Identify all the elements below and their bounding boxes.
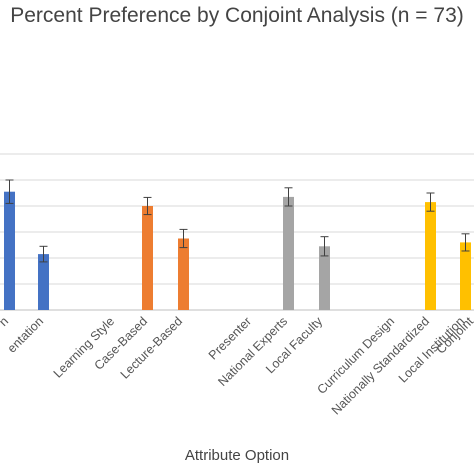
bar xyxy=(142,206,153,310)
error-bar xyxy=(284,187,293,207)
chart-title: Percent Preference by Conjoint Analysis … xyxy=(10,4,464,27)
error-bar xyxy=(39,245,48,263)
gridlines xyxy=(0,153,474,311)
error-bar xyxy=(426,192,435,212)
error-bar xyxy=(5,179,14,204)
error-bar xyxy=(143,196,152,216)
x-axis-title: Attribute Option xyxy=(184,447,290,464)
x-tick-label: n xyxy=(0,314,11,329)
bar xyxy=(4,191,15,310)
x-tick-label: entation xyxy=(5,314,46,355)
error-bar xyxy=(461,233,470,252)
error-bar xyxy=(179,228,188,249)
bar xyxy=(425,202,436,310)
error-bar xyxy=(320,236,329,257)
bar xyxy=(283,196,294,310)
x-tick-label: Lecture-Based xyxy=(118,314,185,381)
bars xyxy=(4,191,471,310)
error-bars xyxy=(5,179,470,263)
bar xyxy=(460,242,471,310)
bar xyxy=(178,238,189,310)
bar xyxy=(319,246,330,310)
bar xyxy=(38,254,49,310)
